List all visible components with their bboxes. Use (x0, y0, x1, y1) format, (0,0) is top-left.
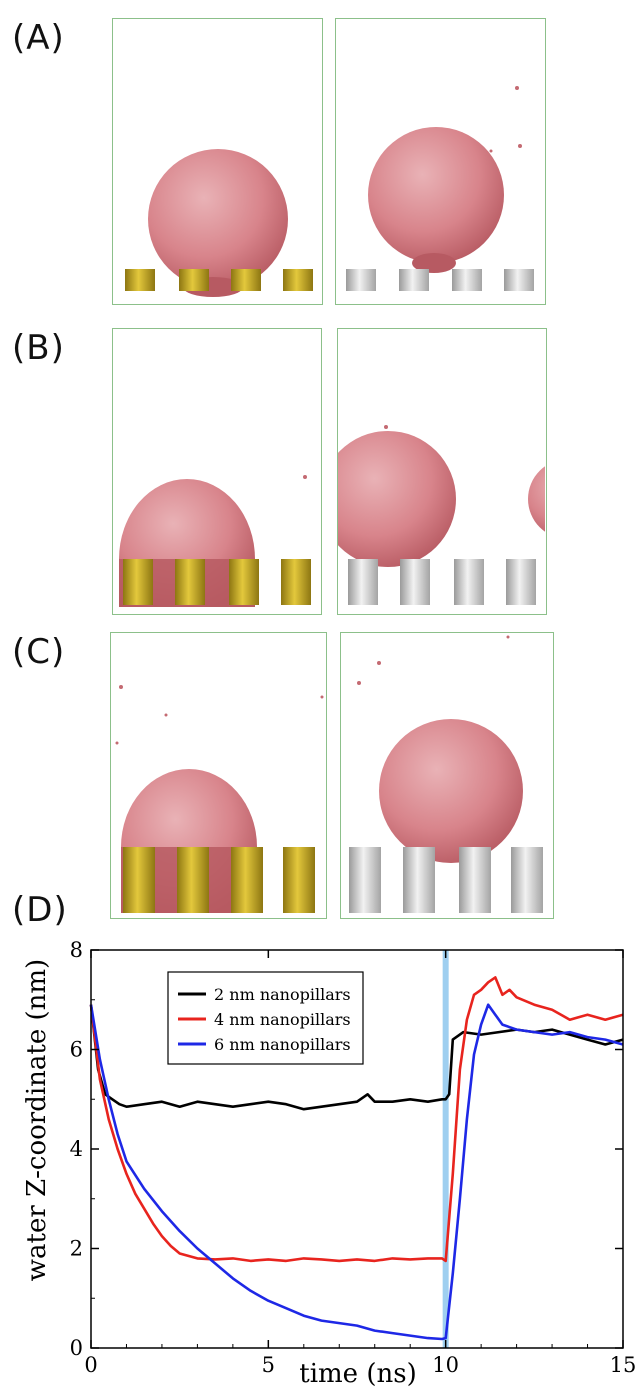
y-tick-label: 8 (70, 938, 83, 962)
series-line-1 (89, 1004, 624, 1111)
water-droplet-periodic (528, 459, 608, 539)
legend-entry-3: 6 nm nanopillars (214, 1035, 351, 1054)
y-axis-label: water Z-coordinate (nm) (22, 959, 52, 1281)
snapshot-a-right-image (346, 86, 534, 291)
nanopillar (348, 559, 378, 605)
nanopillar (506, 559, 536, 605)
nanopillar (504, 269, 534, 291)
y-tick-label: 6 (70, 1038, 83, 1062)
y-tick-label: 2 (70, 1237, 83, 1261)
nanopillar (400, 559, 430, 605)
panel-label-a: (A) (12, 18, 65, 58)
legend-entry-2: 4 nm nanopillars (214, 1010, 351, 1029)
y-tick-label: 0 (70, 1336, 83, 1360)
snapshot-c-left-image (115, 685, 324, 913)
nanopillar (459, 847, 491, 913)
panel-label-d: (D) (12, 890, 68, 930)
nanopillar (403, 847, 435, 913)
nanopillar (349, 847, 381, 913)
nanopillar (346, 269, 376, 291)
legend-entry-1: 2 nm nanopillars (214, 985, 351, 1004)
x-tick-label: 10 (432, 1353, 459, 1377)
nanopillar (399, 269, 429, 291)
nanopillar (125, 269, 155, 291)
snapshot-b-left (112, 328, 322, 615)
snapshot-a-right (335, 18, 546, 305)
plot-area: 0 5 10 15 0 2 4 6 8 2 nm nanopillars 4 nm nanopill… (70, 938, 637, 1377)
snapshot-b-right (320, 328, 608, 615)
series-line-3 (89, 1003, 624, 1341)
x-tick-label: 0 (84, 1353, 97, 1377)
snapshot-c-right (340, 632, 554, 919)
water-droplet (148, 149, 288, 289)
nanopillar (281, 559, 311, 605)
x-axis-label: time (ns) (299, 1359, 416, 1387)
water-droplet (320, 431, 456, 567)
nanopillar (123, 559, 153, 605)
water-droplet (379, 719, 523, 863)
panel-label-b: (B) (12, 328, 65, 368)
y-tick-label: 4 (70, 1137, 83, 1161)
snapshot-c-left (110, 632, 327, 919)
nanopillar (511, 847, 543, 913)
snapshot-c-right-image (349, 635, 543, 913)
series-line-2 (89, 976, 624, 1263)
water-droplet (368, 127, 504, 263)
nanopillar (177, 847, 209, 913)
snapshot-b-left-image (119, 475, 311, 607)
nanopillar (452, 269, 482, 291)
nanopillar (229, 559, 259, 605)
snapshot-a-left (112, 18, 323, 305)
nanopillar (231, 847, 263, 913)
snapshot-a-left-image (125, 149, 313, 297)
x-tick-label: 5 (262, 1353, 275, 1377)
nanopillar (179, 269, 209, 291)
nanopillar (454, 559, 484, 605)
highlight-band (442, 950, 449, 1348)
nanopillar (175, 559, 205, 605)
x-tick-label: 15 (610, 1353, 637, 1377)
nanopillar (231, 269, 261, 291)
water-z-chart: 0 5 10 15 0 2 4 6 8 2 nm nanopillars 4 nm nanopill… (22, 938, 637, 1387)
nanopillar (123, 847, 155, 913)
snapshot-b-right-image (320, 425, 608, 605)
nanopillar (283, 847, 315, 913)
panel-label-c: (C) (12, 632, 66, 672)
nanopillar (283, 269, 313, 291)
